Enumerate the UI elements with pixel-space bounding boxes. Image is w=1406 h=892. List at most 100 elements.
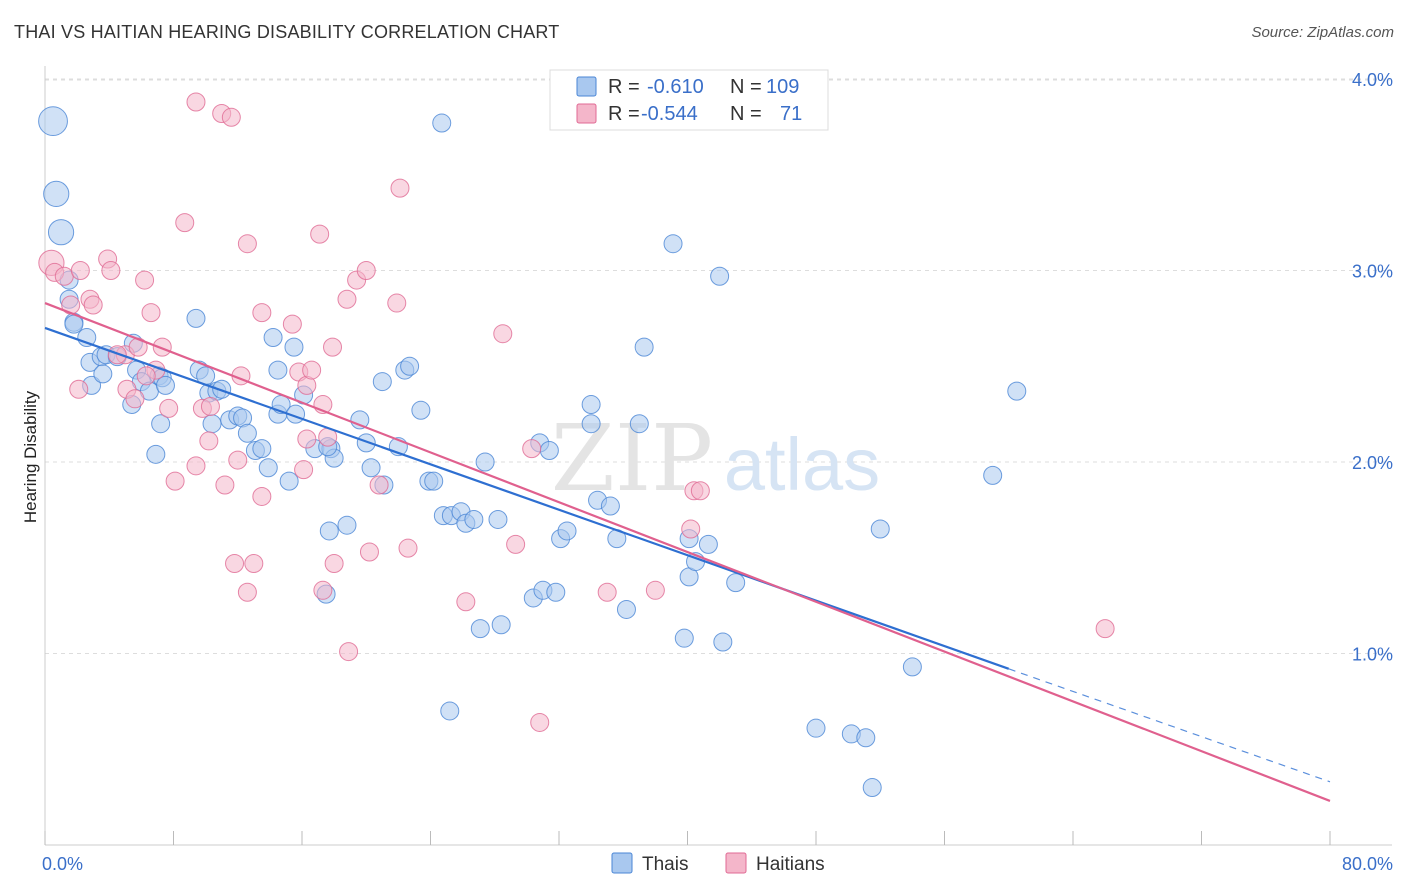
y-tick-label-3: 4.0% bbox=[1352, 70, 1393, 90]
thai-point-45 bbox=[279, 471, 299, 491]
thai-point-57 bbox=[400, 356, 420, 376]
thai-point-98 bbox=[710, 266, 730, 286]
bottom-legend: Thais Haitians bbox=[611, 852, 825, 875]
haitian-point-29 bbox=[200, 396, 220, 416]
haitian-point-53 bbox=[339, 642, 359, 662]
thai-point-34 bbox=[237, 423, 257, 443]
haitian-point-36 bbox=[302, 360, 322, 380]
thai-point-89 bbox=[674, 628, 694, 648]
haitian-point-45 bbox=[310, 224, 330, 244]
haitian-point-3 bbox=[70, 261, 90, 280]
legend-r-label-haitians: R = bbox=[608, 103, 640, 125]
haitian-point-20 bbox=[159, 398, 179, 418]
haitian-point-57 bbox=[244, 553, 264, 573]
thai-point-81 bbox=[634, 337, 654, 357]
legend-n-label-haitians: N = bbox=[730, 103, 762, 125]
haitian-point-47 bbox=[387, 293, 407, 313]
legend-r-label-thais: R = bbox=[608, 76, 640, 98]
thai-trend-line bbox=[44, 326, 1010, 670]
haitian-point-55 bbox=[186, 456, 206, 476]
haitian-point-63 bbox=[506, 534, 526, 554]
haitian-point-51 bbox=[324, 553, 344, 573]
haitian-point-54 bbox=[215, 475, 235, 495]
thai-point-36 bbox=[252, 439, 272, 459]
haitian-point-69 bbox=[690, 481, 710, 501]
thai-point-87 bbox=[698, 534, 718, 554]
thai-point-102 bbox=[856, 728, 876, 748]
haitian-point-10 bbox=[135, 270, 155, 290]
haitian-point-16 bbox=[69, 379, 89, 399]
x-tick-label-min: 0.0% bbox=[42, 854, 83, 874]
haitian-point-66 bbox=[645, 580, 665, 600]
thai-point-58 bbox=[411, 400, 431, 420]
haitian-point-32 bbox=[252, 486, 272, 506]
bottom-legend-label-thais: Thais bbox=[642, 854, 688, 875]
thai-point-0 bbox=[38, 106, 68, 137]
thai-point-94 bbox=[616, 599, 636, 619]
thai-point-2 bbox=[47, 219, 75, 246]
y-tick-label-2: 3.0% bbox=[1352, 262, 1393, 282]
thai-point-88 bbox=[726, 573, 746, 593]
haitian-point-56 bbox=[225, 553, 245, 573]
haitian-point-12 bbox=[152, 337, 172, 357]
thai-point-90 bbox=[713, 632, 733, 652]
thai-point-53 bbox=[372, 372, 392, 392]
thai-point-105 bbox=[983, 465, 1003, 485]
legend-r-value-haitians: -0.544 bbox=[641, 103, 698, 125]
thai-point-67 bbox=[319, 521, 339, 541]
thai-point-60 bbox=[424, 471, 444, 491]
thai-point-100 bbox=[806, 718, 826, 738]
thai-point-29 bbox=[202, 414, 222, 434]
thai-point-66 bbox=[464, 509, 484, 529]
thai-point-104 bbox=[902, 657, 922, 677]
thai-point-73 bbox=[539, 441, 559, 461]
thai-point-44 bbox=[258, 458, 278, 478]
bottom-legend-label-haitians: Haitians bbox=[756, 854, 825, 875]
legend-n-label-thais: N = bbox=[730, 76, 762, 98]
haitian-point-52 bbox=[313, 580, 333, 600]
thai-point-43 bbox=[263, 328, 283, 348]
haitian-point-2 bbox=[54, 266, 74, 286]
haitian-point-61 bbox=[493, 324, 513, 344]
thai-point-95 bbox=[470, 619, 490, 639]
bottom-legend-swatch-haitians bbox=[725, 852, 747, 874]
haitian-trend-line bbox=[44, 302, 1331, 802]
haitian-point-21 bbox=[186, 92, 206, 112]
thai-point-52 bbox=[361, 458, 381, 478]
axes bbox=[44, 66, 1392, 846]
haitian-point-39 bbox=[294, 460, 314, 480]
thai-point-99 bbox=[870, 519, 890, 539]
haitian-point-11 bbox=[141, 303, 161, 323]
thai-point-106 bbox=[1007, 381, 1027, 401]
thai-point-103 bbox=[862, 778, 882, 798]
thai-point-61 bbox=[432, 113, 452, 133]
thai-point-83 bbox=[663, 234, 683, 254]
chart-title: THAI VS HAITIAN HEARING DISABILITY CORRE… bbox=[14, 22, 560, 42]
haitian-point-44 bbox=[356, 261, 376, 280]
haitian-point-60 bbox=[456, 592, 476, 612]
thai-point-22 bbox=[186, 308, 206, 328]
thai-point-93 bbox=[546, 582, 566, 602]
bottom-legend-swatch-thais bbox=[611, 852, 633, 874]
haitian-point-26 bbox=[252, 303, 272, 323]
legend-n-value-thais: 109 bbox=[766, 76, 799, 98]
haitian-point-15 bbox=[125, 389, 145, 409]
haitian-point-48 bbox=[369, 475, 389, 495]
haitian-point-25 bbox=[237, 234, 257, 254]
y-tick-label-1: 2.0% bbox=[1352, 453, 1393, 473]
thai-point-1 bbox=[43, 180, 70, 207]
legend-swatch-haitians bbox=[576, 103, 597, 124]
legend-r-value-thais: -0.610 bbox=[647, 76, 704, 98]
haitian-point-23 bbox=[221, 107, 241, 127]
thai-point-79 bbox=[600, 496, 620, 516]
thai-point-68 bbox=[337, 515, 357, 535]
trend-lines bbox=[44, 302, 1331, 802]
haitian-point-19 bbox=[136, 366, 156, 386]
haitian-point-62 bbox=[522, 439, 542, 459]
thai-point-97 bbox=[440, 701, 460, 721]
haitian-point-40 bbox=[323, 337, 343, 357]
tick-labels: 1.0% 2.0% 3.0% 4.0% 0.0% 80.0% bbox=[42, 70, 1393, 874]
haitian-point-31 bbox=[228, 450, 248, 470]
thai-point-82 bbox=[629, 414, 649, 434]
thai-point-28 bbox=[151, 414, 171, 434]
